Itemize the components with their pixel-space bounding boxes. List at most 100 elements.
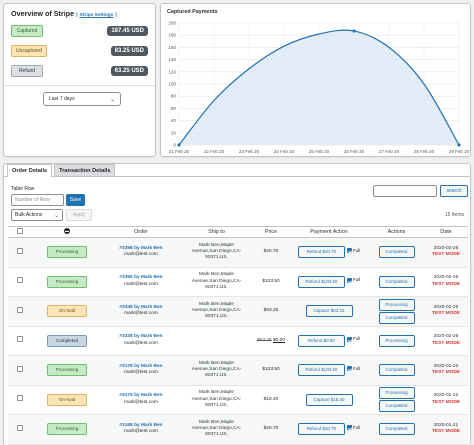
row-select-cell[interactable] — [8, 267, 32, 297]
row-checkbox[interactable] — [17, 247, 23, 254]
order-number-link[interactable]: #3168 — [119, 422, 133, 428]
payment-action-button[interactable]: Refund $20.70 — [297, 423, 345, 436]
order-cell: #3348 by Mark Ben mark@test.com — [102, 296, 180, 327]
action-completed-button[interactable]: Completed — [378, 423, 415, 436]
table-row: On-hold #3175 by Mark Ben mark@test.com M… — [8, 385, 468, 415]
action-processing-button[interactable]: Processing — [378, 387, 415, 400]
order-customer-link[interactable]: by Mark Ben — [134, 275, 163, 281]
order-number-link[interactable]: #3175 — [119, 393, 133, 399]
action-completed-button[interactable]: Completed — [378, 400, 415, 413]
bulk-actions-value: Bulk Actions — [15, 212, 43, 218]
order-customer-link[interactable]: by Mark Ben — [134, 393, 163, 399]
select-all-checkbox[interactable] — [17, 228, 23, 234]
price-cell: $103.50 — [253, 267, 289, 297]
order-number-link[interactable]: #3178 — [119, 363, 133, 369]
number-of-row-input[interactable]: Number of Row — [11, 194, 64, 206]
status-badge: Processing — [47, 275, 87, 288]
payment-action-button[interactable]: Refund $0.00 — [297, 334, 345, 347]
price-value: $63.25 — [263, 308, 279, 314]
row-checkbox[interactable] — [17, 306, 23, 313]
title-separator-right: | — [115, 12, 117, 18]
action-completed-button[interactable]: Completed — [378, 364, 415, 377]
period-select[interactable]: Last 7 days ⌄ — [43, 92, 121, 106]
bulk-actions-select[interactable]: Bulk Actions ⌄ — [11, 209, 63, 221]
data-point — [352, 29, 356, 33]
payment-action-button[interactable]: Capture $63.25 — [305, 305, 353, 318]
action-completed-button[interactable]: Completed — [378, 275, 415, 288]
full-refund-toggle[interactable]: Full — [346, 425, 360, 431]
actions-header: Actions — [369, 226, 424, 238]
data-point — [177, 143, 181, 147]
select-all-header[interactable] — [8, 226, 32, 238]
ship-line: 90371,US, — [205, 284, 228, 290]
row-select-cell[interactable] — [8, 296, 32, 327]
row-checkbox[interactable] — [17, 336, 23, 343]
ship-to-cell: Mark Ben,Maple Avenue,San Diego,CA- 90371,… — [180, 237, 253, 268]
full-checkbox[interactable] — [346, 366, 352, 372]
order-customer-link[interactable]: by Mark Ben — [134, 363, 163, 369]
order-email: mark@test.com — [124, 340, 158, 346]
uncaptured-row: Uncaptured 83.25 USD — [11, 44, 148, 58]
full-checkbox[interactable] — [346, 425, 352, 431]
order-customer-link[interactable]: by Mark Ben — [134, 334, 163, 340]
payment-action-button[interactable]: Refund $103.50 — [297, 364, 345, 377]
full-refund-toggle[interactable]: Full — [346, 366, 360, 372]
row-select-cell[interactable] — [8, 237, 32, 268]
order-number-link[interactable]: #3348 — [119, 304, 133, 310]
order-number-link[interactable]: #3338 — [119, 334, 133, 340]
period-select-value: Last 7 days — [49, 96, 75, 102]
row-checkbox[interactable] — [17, 395, 23, 402]
search-input[interactable] — [373, 185, 437, 197]
payment-action-cell: Refund $0.00 Full — [289, 326, 369, 356]
row-select-cell[interactable] — [8, 326, 32, 356]
full-refund-toggle[interactable]: Full — [346, 336, 360, 342]
table-row: Processing #3168 by Mark Ben mark@test.co… — [8, 414, 468, 445]
captured-payments-panel: Captured Payments 0 20 40 60 80 100 120 140 160 1… — [160, 3, 471, 157]
order-customer-link[interactable]: by Mark Ben — [134, 422, 163, 428]
save-button[interactable]: Save — [66, 194, 85, 206]
action-processing-button[interactable]: Processing — [378, 298, 415, 311]
order-number-link[interactable]: #3358 — [119, 245, 133, 251]
order-number-link[interactable]: #3355 — [119, 275, 133, 281]
price-value: $20.70 — [263, 426, 279, 432]
search-button[interactable]: search — [440, 185, 468, 197]
payment-action-button[interactable]: Refund $20.70 — [297, 246, 345, 259]
ship-line: Avenue,San Diego,CA- — [191, 426, 242, 432]
row-select-cell[interactable] — [8, 355, 32, 386]
payment-action-button[interactable]: Capture $18.40 — [305, 393, 353, 406]
row-select-cell[interactable] — [8, 414, 32, 445]
row-checkbox[interactable] — [17, 365, 23, 372]
status-badge: Processing — [47, 423, 87, 436]
actions-cell: Completed — [369, 267, 424, 297]
price-cell: $18.40 — [253, 385, 289, 415]
tab-transaction-details[interactable]: Transaction Details — [54, 164, 116, 176]
orders-table: Order Ship to Price Payment Action Actio… — [8, 226, 468, 445]
captured-row: Captured 187.45 USD — [11, 24, 148, 38]
table-row: On-hold #3348 by Mark Ben mark@test.com M… — [8, 296, 468, 327]
action-completed-button[interactable]: Completed — [378, 311, 415, 324]
full-checkbox[interactable] — [346, 248, 352, 254]
action-processing-button[interactable]: Processing — [378, 334, 415, 347]
full-checkbox[interactable] — [346, 336, 352, 342]
ship-line: Mark Ben,Maple — [199, 242, 234, 248]
row-checkbox[interactable] — [17, 424, 23, 431]
stripe-settings-link[interactable]: Stripe Settings — [79, 13, 114, 18]
price-value: $20.70 — [263, 249, 279, 255]
order-customer-link[interactable]: by Mark Ben — [134, 245, 163, 251]
payment-action-button[interactable]: Refund $103.50 — [297, 275, 345, 288]
action-completed-button[interactable]: Completed — [378, 246, 415, 259]
row-select-cell[interactable] — [8, 385, 32, 415]
tab-order-details[interactable]: Order Details — [7, 164, 53, 177]
full-checkbox[interactable] — [346, 277, 352, 283]
row-checkbox[interactable] — [17, 277, 23, 284]
order-cell: #3175 by Mark Ben mark@test.com — [102, 385, 180, 415]
price-value: $18.40 — [263, 396, 279, 402]
order-email: mark@test.com — [124, 370, 158, 376]
ship-to-address: Mark Ben,Maple Avenue,San Diego,CA- 90371,… — [192, 272, 242, 290]
full-refund-toggle[interactable]: Full — [346, 248, 360, 254]
full-refund-toggle[interactable]: Full — [346, 277, 361, 283]
full-label: Full — [352, 277, 361, 283]
apply-button[interactable]: Apply — [66, 209, 92, 221]
order-customer-link[interactable]: by Mark Ben — [134, 304, 163, 310]
ship-to-address: Mark Ben,Maple Avenue,San Diego,CA- 90371,… — [192, 390, 242, 408]
